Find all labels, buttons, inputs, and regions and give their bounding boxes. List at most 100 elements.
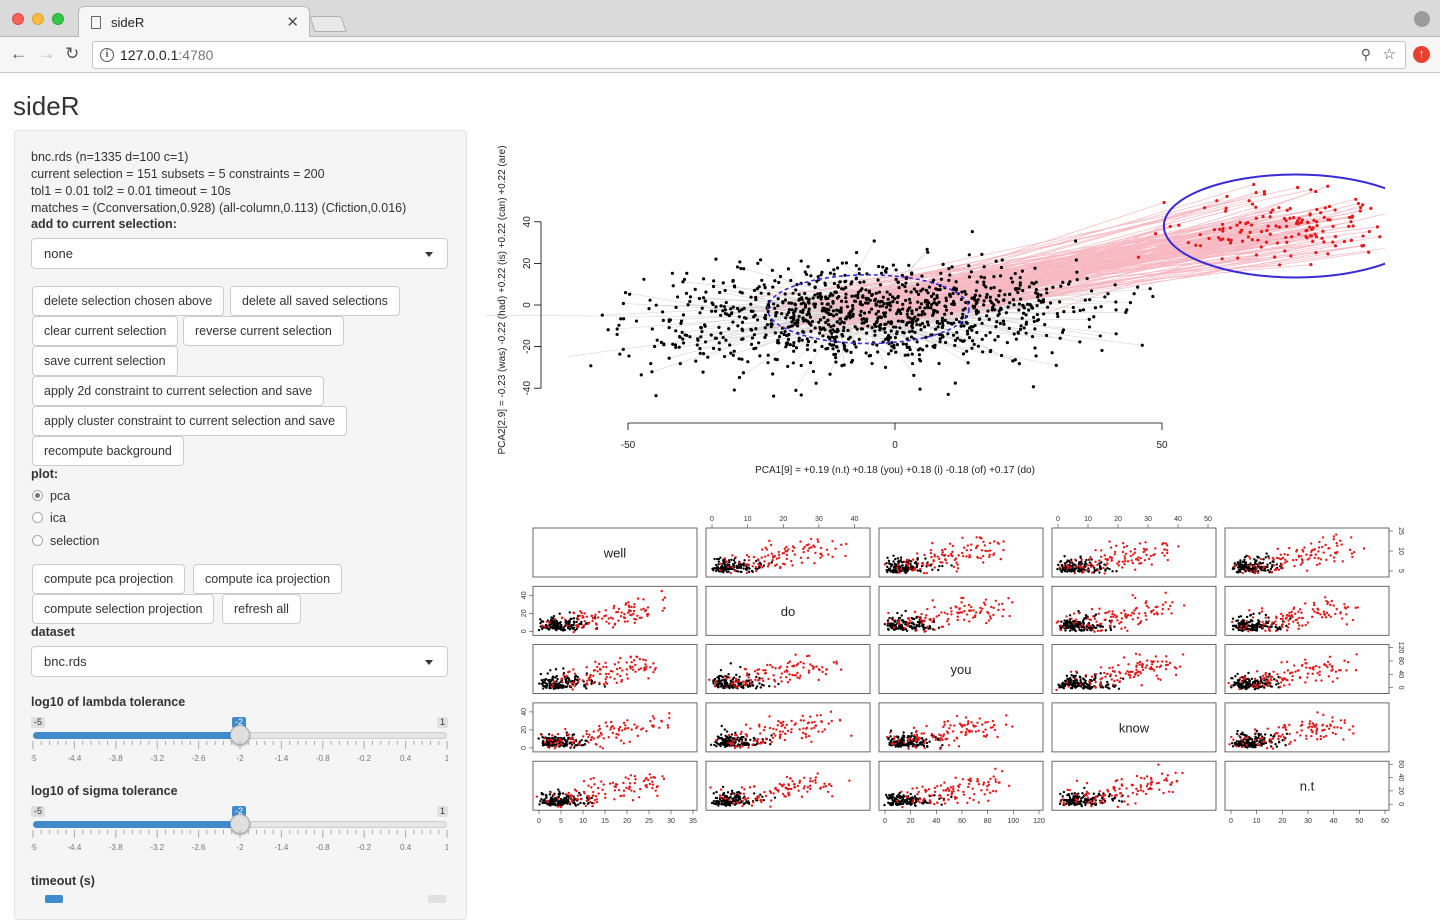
pairs-selected-point	[1131, 612, 1133, 614]
selected-point	[1361, 203, 1364, 206]
radio-button[interactable]	[32, 512, 43, 523]
data-point	[1019, 328, 1022, 331]
data-point	[651, 327, 654, 330]
pairs-selected-point	[1093, 630, 1095, 632]
data-point	[887, 339, 890, 342]
pairs-selected-point	[1101, 629, 1103, 631]
pairs-selected-point	[1074, 572, 1076, 574]
data-point	[968, 253, 971, 256]
data-point	[972, 297, 975, 300]
pairs-selected-point	[1288, 612, 1290, 614]
selected-point	[1285, 241, 1288, 244]
compute-selection-projection-button[interactable]: compute selection projection	[32, 594, 214, 624]
lambda-slider[interactable]: -5 1 -2 -5-4.4-3.8-3.2-2.6-2-1.4-0.8-0.2…	[31, 717, 448, 777]
bookmark-star-icon[interactable]: ☆	[1383, 45, 1396, 63]
data-point	[749, 296, 752, 299]
delete-all-selections-button[interactable]: delete all saved selections	[230, 286, 400, 316]
pairs-selected-point	[774, 667, 776, 669]
apply-cluster-constraint-button[interactable]: apply cluster constraint to current sele…	[32, 406, 347, 436]
pairs-selected-point	[719, 569, 721, 571]
pairs-point	[1094, 569, 1096, 571]
pairs-selected-point	[1283, 684, 1285, 686]
address-bar[interactable]: i 127.0.0.1:4780 ⚲ ☆	[92, 41, 1406, 69]
dataset-select[interactable]: bnc.rds	[31, 646, 448, 677]
pairs-selected-point	[955, 561, 957, 563]
save-selection-button[interactable]: save current selection	[32, 346, 178, 376]
pairs-selected-point	[980, 610, 982, 612]
data-point	[813, 293, 816, 296]
pairs-selected-point	[960, 597, 962, 599]
close-window-button[interactable]	[12, 13, 24, 25]
radio-button-checked[interactable]	[32, 490, 43, 501]
refresh-all-button[interactable]: refresh all	[222, 594, 301, 624]
back-icon[interactable]: ←	[10, 44, 27, 64]
data-point	[884, 331, 887, 334]
clear-selection-button[interactable]: clear current selection	[32, 316, 178, 346]
reload-icon[interactable]: ↻	[65, 44, 79, 64]
data-point	[828, 373, 831, 376]
pairs-selected-point	[1313, 602, 1315, 604]
data-point	[685, 292, 688, 295]
pairs-selected-point	[1165, 655, 1167, 657]
apply-2d-constraint-button[interactable]: apply 2d constraint to current selection…	[32, 376, 324, 406]
data-point	[760, 292, 763, 295]
pairs-selected-point	[1126, 630, 1128, 632]
radio-ica[interactable]: ica	[32, 511, 66, 525]
data-point	[828, 294, 831, 297]
pairs-selected-point	[1156, 666, 1158, 668]
pairs-selected-point	[794, 553, 796, 555]
data-point	[1001, 258, 1004, 261]
extension-icon[interactable]: ↑	[1413, 46, 1430, 63]
reverse-selection-button[interactable]: reverse current selection	[183, 316, 344, 346]
pairs-selected-point	[821, 666, 823, 668]
delete-selection-button[interactable]: delete selection chosen above	[32, 286, 224, 316]
pairs-point	[891, 617, 893, 619]
selected-point	[1154, 232, 1157, 235]
info-icon[interactable]: i	[100, 48, 114, 62]
compute-ica-button[interactable]: compute ica projection	[193, 564, 342, 594]
close-tab-icon[interactable]: ✕	[286, 13, 299, 31]
selected-point	[1274, 224, 1277, 227]
compute-pca-button[interactable]: compute pca projection	[32, 564, 185, 594]
minimize-window-button[interactable]	[32, 13, 44, 25]
recompute-background-button[interactable]: recompute background	[32, 436, 184, 466]
data-point	[939, 337, 942, 340]
pairs-selected-point	[763, 560, 765, 562]
data-point	[789, 325, 792, 328]
dataset-value: bnc.rds	[44, 654, 87, 669]
pairs-selected-point	[554, 618, 556, 620]
selected-point	[1283, 217, 1286, 220]
pairs-point	[1231, 677, 1233, 679]
sigma-slider[interactable]: -5 1 -2 -5-4.4-3.8-3.2-2.6-2-1.4-0.8-0.2…	[31, 806, 448, 866]
pairs-point	[1259, 561, 1261, 563]
pairs-point	[1242, 623, 1244, 625]
pairs-point	[1070, 679, 1072, 681]
zoom-icon[interactable]: ⚲	[1361, 46, 1371, 63]
pairs-selected-point	[982, 561, 984, 563]
maximize-window-button[interactable]	[52, 13, 64, 25]
data-point	[740, 308, 743, 311]
radio-pca[interactable]: pca	[32, 489, 70, 503]
selected-point	[1137, 256, 1140, 259]
radio-selection[interactable]: selection	[32, 534, 99, 548]
pairs-selected-point	[1117, 664, 1119, 666]
data-point	[960, 290, 963, 293]
data-point	[908, 330, 911, 333]
profile-icon[interactable]	[1414, 11, 1430, 27]
pairs-selected-point	[1341, 543, 1343, 545]
data-point	[998, 312, 1001, 315]
radio-button[interactable]	[32, 535, 43, 546]
data-point	[671, 343, 674, 346]
new-tab-button[interactable]	[309, 16, 346, 32]
add-selection-select[interactable]: none	[31, 238, 448, 269]
pairs-point	[1066, 675, 1068, 677]
data-point	[676, 295, 679, 298]
data-point	[1055, 364, 1058, 367]
forward-icon[interactable]: →	[38, 44, 55, 64]
pairs-selected-point	[1122, 561, 1124, 563]
data-point	[966, 322, 969, 325]
browser-tab[interactable]: sideR ✕	[78, 6, 310, 37]
data-point	[975, 302, 978, 305]
pairs-selected-point	[746, 572, 748, 574]
